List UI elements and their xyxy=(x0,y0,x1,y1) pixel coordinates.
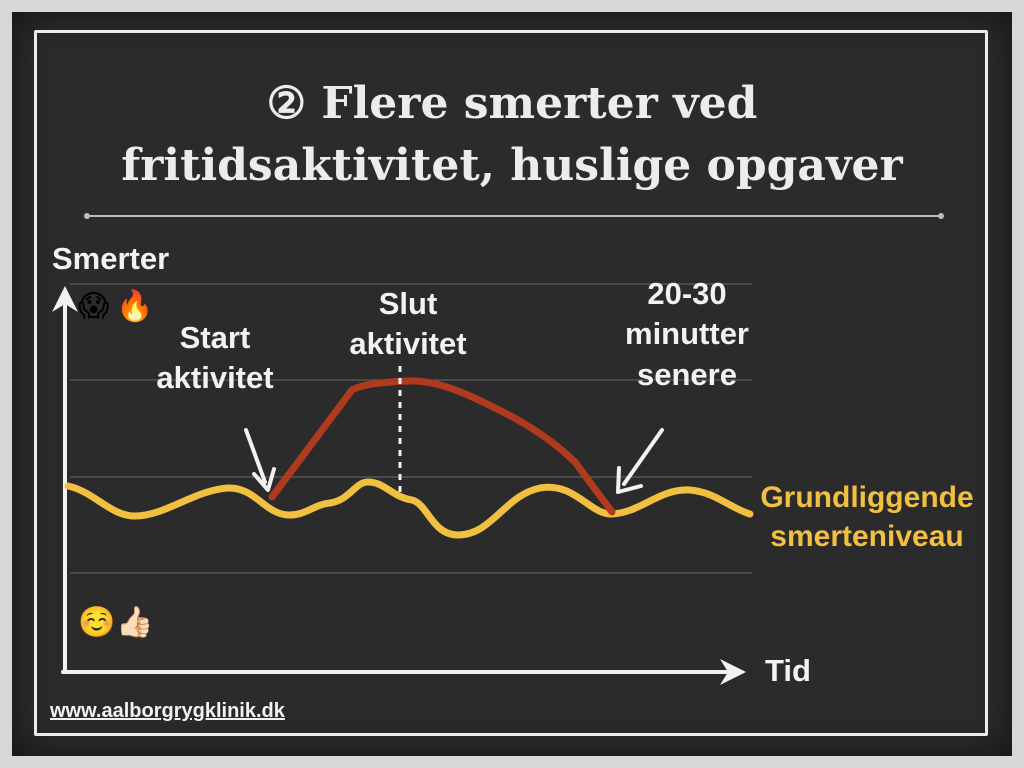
later-arrow-head xyxy=(616,466,643,494)
baseline-line-2: smerteniveau xyxy=(770,520,964,553)
fire-emoji-icon: 🔥 xyxy=(116,289,154,324)
later-line-2: minutter xyxy=(625,316,749,352)
start-arrow-shaft xyxy=(244,428,267,484)
activity-pain-curve xyxy=(268,377,616,516)
slide xyxy=(12,12,1012,756)
end-activity-line-2: aktivitet xyxy=(349,326,467,362)
baseline-pain-curve xyxy=(64,478,754,539)
later-line-3: senere xyxy=(637,356,737,392)
smile-emoji-icon: ☺️ xyxy=(78,605,116,640)
start-activity-line-1: Start xyxy=(179,320,251,355)
baseline-label: Grundliggende smerteniveau xyxy=(752,478,982,556)
end-activity-label: Slut aktivitet xyxy=(338,284,478,365)
thumbs-up-emoji-icon: 👍🏻 xyxy=(116,605,154,640)
x-axis-label: Tid xyxy=(765,653,811,688)
title-line-1: ② Flere smerter ved xyxy=(266,78,758,129)
end-activity-line-1: Slut xyxy=(378,286,438,321)
later-label: 20-30 minutter senere xyxy=(612,274,762,395)
x-axis-arrowhead xyxy=(720,659,746,685)
y-axis-arrowhead xyxy=(52,286,78,312)
start-activity-line-2: aktivitet xyxy=(156,360,274,396)
scream-emoji-icon: 😱 xyxy=(78,289,110,324)
start-activity-label: Start aktivitet xyxy=(145,318,285,399)
title-line-2: fritidsaktivitet, huslige opgaver xyxy=(121,140,903,191)
later-arrow-shaft xyxy=(622,428,664,486)
divider-dot-right xyxy=(938,213,944,219)
website-link[interactable]: www.aalborgrygklinik.dk xyxy=(50,700,285,722)
start-arrow-head xyxy=(252,467,276,492)
y-axis-label: Smerter xyxy=(52,241,170,276)
divider-dot-left xyxy=(84,213,90,219)
baseline-line-1: Grundliggende xyxy=(760,481,974,514)
later-line-1: 20-30 xyxy=(647,276,727,311)
chalk-frame xyxy=(34,30,988,736)
